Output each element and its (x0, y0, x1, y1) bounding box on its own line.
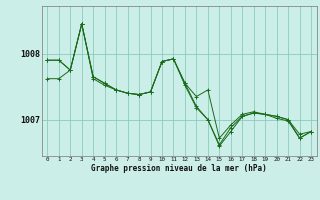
X-axis label: Graphe pression niveau de la mer (hPa): Graphe pression niveau de la mer (hPa) (91, 164, 267, 173)
